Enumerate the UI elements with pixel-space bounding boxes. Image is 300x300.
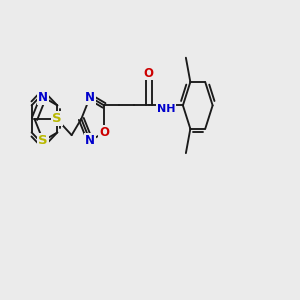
- Text: S: S: [52, 112, 62, 125]
- Text: N: N: [85, 134, 95, 147]
- Text: N: N: [85, 91, 95, 103]
- Text: N: N: [38, 91, 48, 103]
- Text: NH: NH: [157, 104, 175, 115]
- Text: O: O: [144, 67, 154, 80]
- Text: S: S: [38, 134, 48, 147]
- Text: O: O: [99, 126, 109, 139]
